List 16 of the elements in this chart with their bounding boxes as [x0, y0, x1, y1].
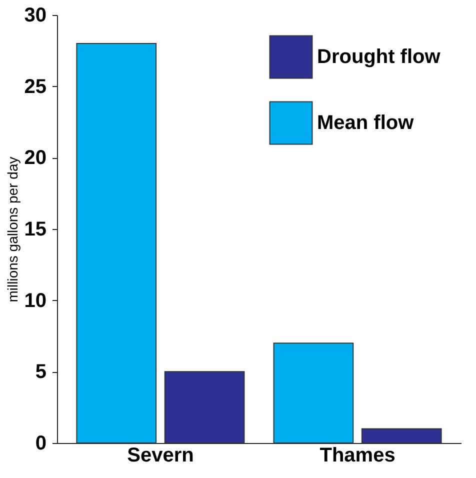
y-tick-label: 0 — [35, 432, 46, 454]
y-tick-label: 30 — [24, 4, 46, 26]
y-tick-label: 10 — [24, 290, 46, 312]
legend-label: Drought flow — [317, 46, 441, 68]
bar — [361, 428, 442, 444]
y-axis-title: millions gallons per day — [4, 156, 20, 302]
y-tick-label: 15 — [24, 218, 46, 240]
x-tick-label: Thames — [320, 444, 396, 466]
legend-label: Mean flow — [317, 112, 414, 134]
bar — [76, 43, 157, 444]
y-tick-label: 5 — [35, 361, 46, 384]
bar — [164, 371, 245, 444]
y-tick-label: 20 — [24, 147, 46, 170]
bar — [273, 342, 354, 444]
y-tick-label: 25 — [24, 76, 46, 98]
x-tick-label: Severn — [127, 444, 194, 466]
